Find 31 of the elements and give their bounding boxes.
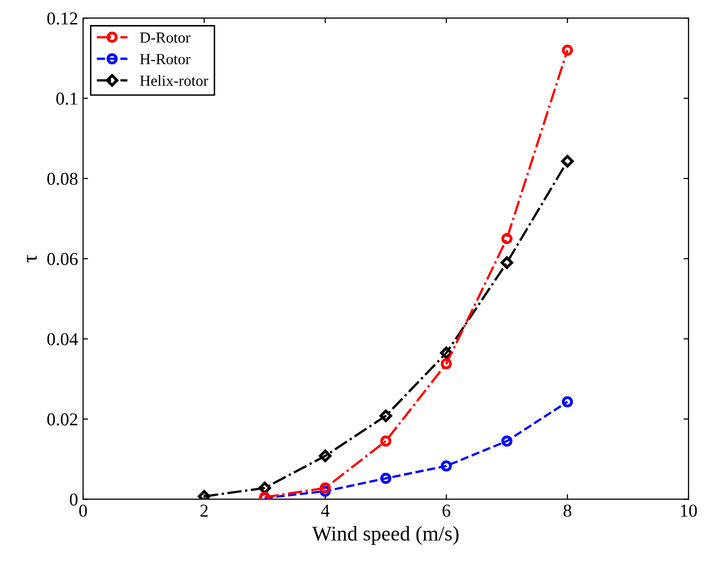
y-tick-label: 0.02 <box>47 413 78 426</box>
x-tick-label: 4 <box>321 504 330 517</box>
y-tick-label: 0 <box>70 493 78 506</box>
y-axis-title: τ <box>27 254 37 262</box>
y-tick-label: 0.06 <box>47 252 78 266</box>
point <box>500 256 514 269</box>
y-tick-label: 0.04 <box>47 333 78 346</box>
point <box>562 396 573 408</box>
y-tick-label: 0.12 <box>47 12 78 25</box>
point <box>561 154 574 168</box>
point <box>562 44 573 56</box>
point <box>380 472 392 484</box>
x-tick-label: 8 <box>564 504 572 517</box>
point <box>318 450 332 462</box>
point <box>379 410 392 422</box>
x-tick-label: 2 <box>200 504 208 517</box>
point <box>440 460 452 472</box>
legend-label: D-Rotor <box>140 32 190 43</box>
x-tick-label: 6 <box>442 504 450 517</box>
x-tick-label: 0 <box>79 504 87 517</box>
x-tick-label: 10 <box>681 504 697 517</box>
y-tick-label: 0.1 <box>56 92 78 105</box>
x-axis-title: Wind speed (m/s) <box>312 526 459 545</box>
point <box>380 436 392 447</box>
point <box>501 436 512 447</box>
legend-label: Helix-rotor <box>140 75 208 86</box>
point <box>320 482 331 494</box>
legend-label: H-Rotor <box>140 54 190 64</box>
point <box>501 233 512 244</box>
y-tick-label: 0.08 <box>47 172 78 185</box>
point <box>440 358 452 370</box>
